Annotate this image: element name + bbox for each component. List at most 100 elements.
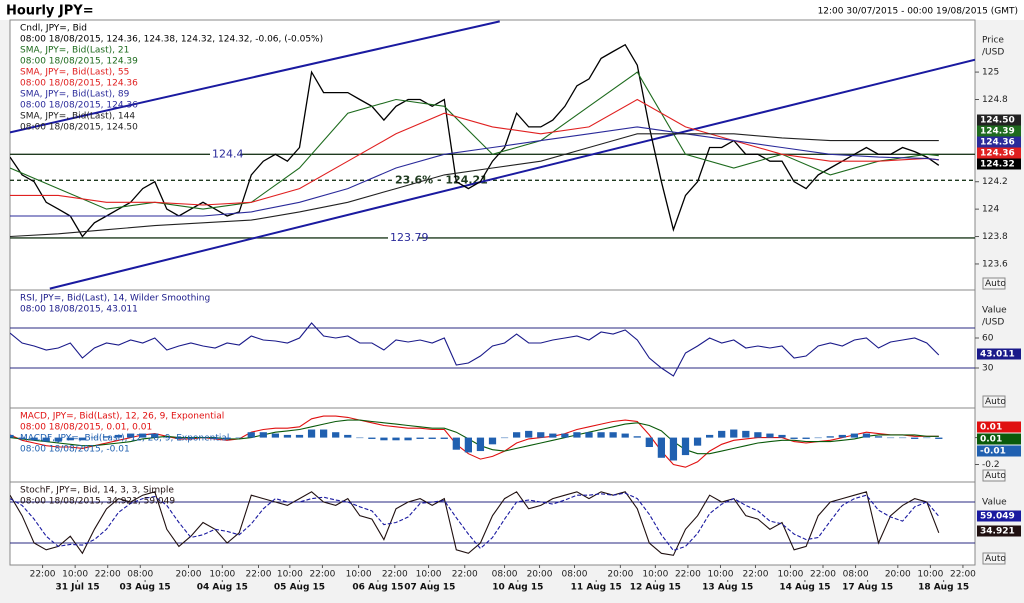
legend-info: 08:00 18/08/2015, -0.01 bbox=[20, 445, 130, 455]
histogram-bar bbox=[488, 437, 497, 445]
histogram-bar bbox=[356, 437, 364, 439]
x-tick-label: 22:00 bbox=[246, 570, 272, 580]
histogram-bar bbox=[537, 432, 545, 438]
value-box bbox=[977, 348, 1021, 360]
date-tick-label: 13 Aug 15 bbox=[702, 583, 753, 593]
histogram-bar bbox=[10, 434, 14, 438]
series-line bbox=[10, 71, 939, 210]
histogram-bar bbox=[645, 437, 653, 448]
histogram-bar bbox=[754, 432, 762, 438]
histogram-bar bbox=[404, 437, 412, 441]
x-tick-label: 08:00 bbox=[843, 570, 869, 580]
histogram-bar bbox=[899, 437, 907, 439]
histogram-bar bbox=[163, 437, 171, 439]
panel-layer bbox=[10, 491, 975, 556]
x-tick-label: 10:00 bbox=[708, 570, 734, 580]
panel-layer: 124.4 123.79 23.6% - 124.21 bbox=[10, 20, 975, 290]
histogram-bar bbox=[874, 436, 883, 438]
axis-title: Value bbox=[982, 306, 1007, 316]
date-tick-label: 05 Aug 15 bbox=[274, 583, 325, 593]
histogram-bar bbox=[573, 432, 581, 438]
title-bar bbox=[0, 0, 1024, 20]
legend-info: 08:00 18/08/2015, 124.39 bbox=[20, 57, 138, 67]
histogram-bar bbox=[42, 437, 50, 442]
level-label: 124.4 bbox=[212, 147, 244, 160]
histogram-bar bbox=[513, 432, 521, 438]
legend-name: MACD, JPY=, Bid(Last), 12, 26, 9, Expone… bbox=[20, 412, 224, 422]
y-tick-label: 30 bbox=[982, 364, 994, 374]
legend-name: SMA, JPY=, Bid(Last), 144 bbox=[20, 112, 135, 122]
date-tick-label: 14 Aug 15 bbox=[779, 583, 830, 593]
histogram-bar bbox=[380, 437, 388, 441]
histogram-bar bbox=[657, 437, 665, 458]
histogram-bar bbox=[802, 437, 810, 439]
level-label: 23.6% - 124.21 bbox=[395, 173, 488, 186]
value-box bbox=[977, 525, 1021, 537]
x-tick-label: 20:00 bbox=[607, 570, 633, 580]
value-box bbox=[977, 421, 1021, 433]
histogram-bar bbox=[923, 437, 931, 439]
legend-name: SMA, JPY=, Bid(Last), 55 bbox=[20, 68, 129, 78]
value-box bbox=[977, 510, 1021, 522]
histogram-bar bbox=[416, 437, 424, 439]
x-tick-label: 10:00 bbox=[777, 570, 803, 580]
histogram-bar bbox=[392, 437, 400, 441]
histogram-bar bbox=[283, 434, 292, 438]
histogram-bar bbox=[452, 437, 460, 450]
series-line bbox=[10, 133, 939, 238]
series-line bbox=[10, 492, 940, 552]
x-tick-label: 20:00 bbox=[176, 570, 202, 580]
value-box-label: 0.01 bbox=[980, 435, 1002, 445]
histogram-bar bbox=[525, 430, 533, 438]
x-tick-label: 20:00 bbox=[885, 570, 911, 580]
value-box-label: 124.36 bbox=[980, 149, 1015, 159]
value-box-label: 0.01 bbox=[980, 423, 1002, 433]
value-box bbox=[977, 158, 1021, 170]
date-tick-label: 06 Aug 15 bbox=[352, 583, 403, 593]
histogram-bar bbox=[693, 437, 702, 446]
histogram-bar bbox=[730, 429, 738, 438]
histogram-bar bbox=[500, 437, 509, 439]
legend-info: 08:00 18/08/2015, 34.921, 59.049 bbox=[20, 497, 175, 507]
histogram-bar bbox=[332, 432, 340, 438]
series-line bbox=[10, 43, 940, 238]
histogram-bar bbox=[30, 437, 38, 441]
series-line bbox=[10, 98, 939, 206]
series-line bbox=[10, 322, 940, 377]
value-box-label: -0.01 bbox=[980, 447, 1006, 457]
legend-name: Cndl, JPY=, Bid bbox=[20, 24, 87, 34]
value-box bbox=[977, 114, 1021, 126]
date-tick-label: 12 Aug 15 bbox=[630, 583, 681, 593]
legend-name: RSI, JPY=, Bid(Last), 14, Wilder Smoothi… bbox=[20, 294, 210, 304]
auto-button bbox=[982, 395, 1006, 408]
x-tick-label: 22:00 bbox=[95, 570, 121, 580]
trend-line bbox=[10, 20, 500, 134]
histogram-bar bbox=[935, 437, 943, 439]
y-tick-label: 60 bbox=[982, 334, 994, 344]
x-tick-label: 08:00 bbox=[492, 570, 518, 580]
histogram-bar bbox=[235, 437, 243, 439]
x-tick-label: 10:00 bbox=[346, 570, 372, 580]
histogram-bar bbox=[886, 437, 895, 439]
auto-label: Auto bbox=[985, 279, 1006, 289]
histogram-bar bbox=[320, 429, 328, 438]
histogram-bar bbox=[609, 432, 617, 438]
legend-info: 08:00 18/08/2015, 43.011 bbox=[20, 305, 138, 315]
y-tick-label: 125 bbox=[982, 68, 999, 78]
panel bbox=[9, 289, 976, 409]
date-tick-label: 03 Aug 15 bbox=[120, 583, 171, 593]
histogram-bar bbox=[211, 437, 219, 439]
legend-info: 08:00 18/08/2015, 124.50 bbox=[20, 123, 138, 133]
value-box-label: 43.011 bbox=[980, 350, 1015, 360]
histogram-bar bbox=[742, 430, 750, 438]
value-box bbox=[977, 136, 1021, 148]
x-tick-label: 22:00 bbox=[810, 570, 836, 580]
histogram-bar bbox=[428, 437, 436, 439]
y-tick-label: 123.8 bbox=[982, 232, 1008, 242]
histogram-bar bbox=[621, 433, 629, 438]
legend-name: MACDF, JPY=, Bid(Last), 12, 26, 9, Expon… bbox=[20, 434, 229, 444]
trend-line bbox=[49, 58, 975, 290]
histogram-bar bbox=[259, 432, 267, 438]
